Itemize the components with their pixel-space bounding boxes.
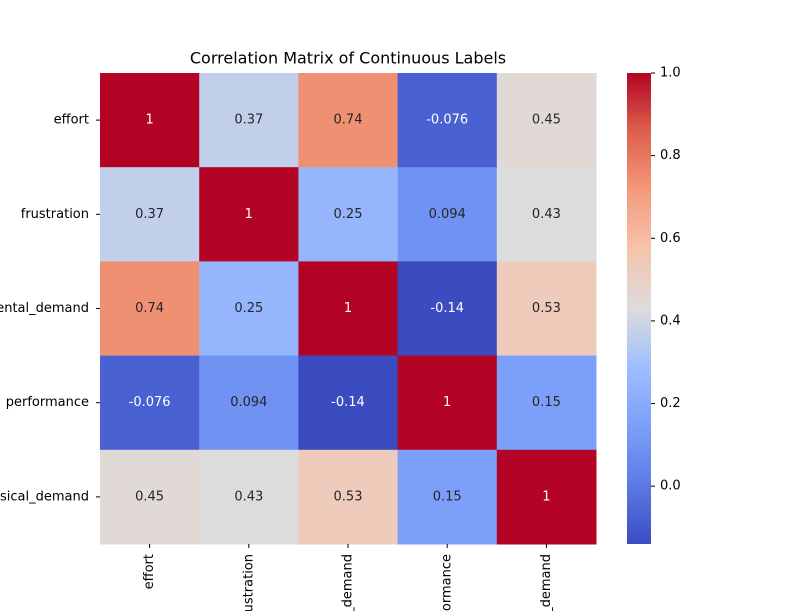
y-tick-label: effort — [54, 113, 89, 128]
colorbar-tick-label: 1.0 — [660, 66, 681, 81]
heatmap-cell — [397, 449, 498, 545]
heatmap-cell — [298, 73, 399, 168]
cell-value-label: -0.14 — [331, 395, 365, 410]
heatmap-cell — [199, 355, 299, 451]
cell-value-label: 0.74 — [334, 113, 363, 128]
cell-value-label: -0.076 — [426, 113, 468, 128]
cell-value-label: 1 — [145, 113, 153, 128]
cell-value-label: 0.43 — [532, 207, 561, 222]
y-tick-label: physical_demand — [0, 489, 89, 504]
cell-value-label: 0.37 — [135, 207, 164, 222]
cell-value-label: 0.45 — [135, 489, 164, 504]
cell-value-label: 0.25 — [234, 301, 263, 316]
cell-value-label: -0.14 — [430, 301, 464, 316]
cell-value-label: 0.53 — [532, 301, 561, 316]
x-tick-label: mental_demand — [341, 554, 356, 611]
heatmap-cell — [100, 167, 200, 262]
heatmap-cell — [496, 355, 597, 451]
colorbar-tick-label: 0.4 — [660, 313, 681, 328]
heatmap-cell — [496, 449, 597, 545]
colorbar — [627, 73, 651, 544]
cell-value-label: 0.37 — [234, 113, 263, 128]
cell-value-label: 0.25 — [334, 207, 363, 222]
y-tick-label: performance — [6, 395, 89, 410]
heatmap-cell — [397, 355, 498, 451]
heatmap-cell — [199, 261, 299, 357]
heatmap-cell — [100, 73, 200, 168]
heatmap-cell — [397, 167, 498, 262]
heatmap-cell — [100, 355, 200, 451]
cell-value-label: 0.15 — [532, 395, 561, 410]
x-tick-label: effort — [142, 554, 157, 589]
cell-value-label: 0.43 — [234, 489, 263, 504]
heatmap-cell — [496, 261, 597, 357]
heatmap-cell — [199, 167, 299, 262]
colorbar-tick-label: 0.2 — [660, 396, 681, 411]
heatmap-cell — [298, 261, 399, 357]
heatmap-cell — [298, 355, 399, 451]
colorbar-tick-label: 0.8 — [660, 148, 681, 163]
cell-value-label: 1 — [443, 395, 451, 410]
heatmap-cell — [496, 73, 597, 168]
cell-value-label: 0.094 — [429, 207, 466, 222]
heatmap-cell — [298, 167, 399, 262]
cell-value-label: 0.53 — [334, 489, 363, 504]
y-tick-label: mental_demand — [0, 301, 89, 316]
y-tick-label: frustration — [21, 207, 89, 222]
heatmap-cell — [496, 167, 597, 262]
x-tick-label: frustration — [241, 554, 256, 611]
chart-title: Correlation Matrix of Continuous Labels — [190, 49, 506, 68]
heatmap-cell — [100, 449, 200, 545]
colorbar-tick-label: 0.6 — [660, 231, 681, 246]
heatmap-cell — [199, 449, 299, 545]
heatmap-cell — [100, 261, 200, 357]
cell-value-label: 0.45 — [532, 113, 561, 128]
cell-value-label: 1 — [245, 207, 253, 222]
cell-value-label: 0.74 — [135, 301, 164, 316]
cell-value-label: 0.15 — [433, 489, 462, 504]
cell-value-label: 1 — [344, 301, 352, 316]
cell-value-label: 0.094 — [230, 395, 267, 410]
colorbar-tick-label: 0.0 — [660, 479, 681, 494]
heatmap-cell — [397, 73, 498, 168]
heatmap-cell — [298, 449, 399, 545]
x-tick-label: physical_demand — [539, 554, 554, 611]
heatmap-cell — [397, 261, 498, 357]
x-tick-label: performance — [440, 554, 455, 611]
cell-value-label: -0.076 — [129, 395, 171, 410]
cell-value-label: 1 — [542, 489, 550, 504]
heatmap-cell — [199, 73, 299, 168]
